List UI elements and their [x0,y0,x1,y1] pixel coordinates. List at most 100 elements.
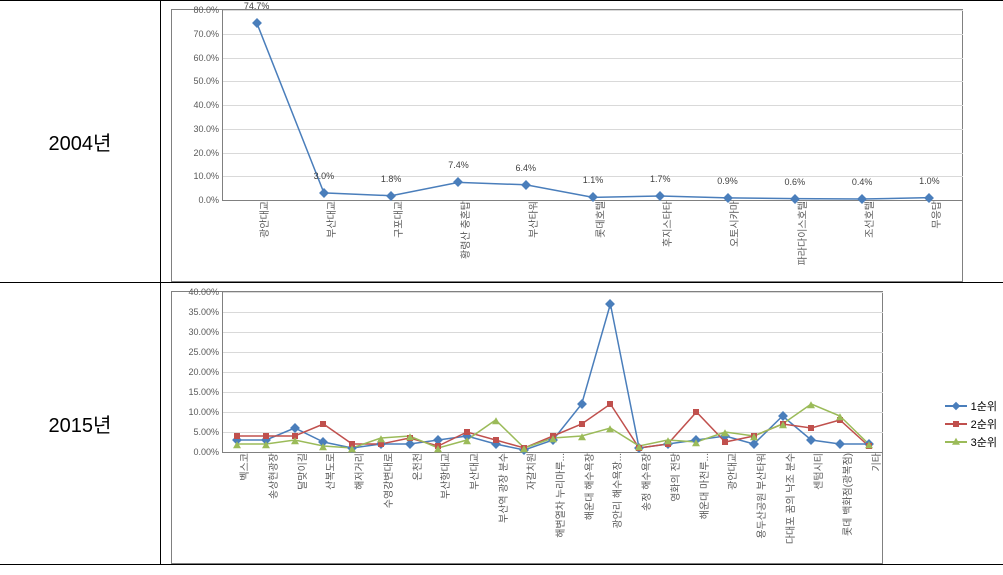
chart-2015-marker [779,421,787,428]
chart-2004-data-label: 0.4% [852,177,873,187]
chart-2015-marker [693,409,699,415]
chart-2015-ytick: 25.00% [188,347,223,357]
chart-2004-xlabel: 후지스타타 [626,201,693,281]
chart-2015-xlabel: 송상현광장 [251,453,280,563]
chart-2015-marker [635,443,643,450]
chart-2004-ytick: 30.0% [193,124,223,134]
chart-2015-ytick: 35.00% [188,307,223,317]
chart-2015-marker [836,413,844,420]
row-label-2004: 2004년 [0,1,161,282]
chart-2004: 0.0%10.0%20.0%30.0%40.0%50.0%60.0%70.0%8… [161,1,1003,282]
chart-2015-xlabel: 부산항대교 [423,453,452,563]
chart-2015-xlabel: 산복도로 [308,453,337,563]
chart-2004-ytick: 10.0% [193,171,223,181]
chart-2015-xlabel: 해저거리 [337,453,366,563]
chart-2004-data-label: 1.0% [919,176,940,186]
chart-2015-xlabel: 기타 [853,453,882,563]
chart-2015-marker [492,417,500,424]
chart-2015-marker [721,429,729,436]
chart-2015-xlabel: 센텀시티 [796,453,825,563]
chart-2004-xlabel: 구포대교 [357,201,424,281]
chart-2015-marker [664,437,672,444]
chart-2015-plot: 0.00%5.00%10.00%15.00%20.00%25.00%30.00%… [222,292,883,453]
chart-2015-marker [234,433,240,439]
legend-label: 2순위 [971,416,997,432]
comparison-table: 2004년 0.0%10.0%20.0%30.0%40.0%50.0%60.0%… [0,0,1003,565]
chart-2015-ytick: 10.00% [188,407,223,417]
chart-2015-xlabel: 달맞이길 [279,453,308,563]
chart-2004-xlabel: 황령산 충혼탑 [424,201,491,281]
chart-2015-ytick: 0.00% [193,447,223,457]
chart-2015-marker [865,441,873,448]
row-label-2015: 2015년 [0,283,161,564]
legend-swatch [945,423,967,425]
legend-item: 3순위 [945,434,997,450]
chart-2015-ytick: 15.00% [188,387,223,397]
chart-2015-ytick: 40.00% [188,287,223,297]
chart-2004-ytick: 60.0% [193,53,223,63]
chart-2004-ytick: 40.0% [193,100,223,110]
chart-2015-xlabel: 해변열차 누리마루... [538,453,567,563]
chart-2015-xlabel: 영화의 전당 [653,453,682,563]
chart-2015-marker [377,435,385,442]
chart-2004-xlabel: 오토시카마 [693,201,760,281]
chart-2015-xlabel: 부산대교 [452,453,481,563]
chart-2015-marker [579,421,585,427]
legend-label: 3순위 [971,434,997,450]
legend-swatch [945,441,967,443]
chart-2004-ytick: 80.0% [193,5,223,15]
chart-2004-ytick: 50.0% [193,76,223,86]
chart-2015-marker [808,425,814,431]
chart-2004-xlabel: 롯데호텔 [558,201,625,281]
chart-2004-ytick: 70.0% [193,29,223,39]
chart-2015-marker [464,429,470,435]
chart-2015-xlabel: 온천천 [394,453,423,563]
chart-2004-xlabel: 파라다이스호텔 [760,201,827,281]
chart-2015-marker [463,437,471,444]
chart-2015-marker [520,445,528,452]
chart-2004-data-label: 74.7% [244,1,270,11]
legend-label: 1순위 [971,398,997,414]
chart-2015-marker [750,433,758,440]
chart-2015-xlabel: 용두산공원 부산타워 [739,453,768,563]
chart-2015-ytick: 30.00% [188,327,223,337]
chart-2015-marker [262,441,270,448]
chart-2015-marker [319,443,327,450]
chart-2004-data-label: 1.1% [583,175,604,185]
chart-2015-marker [434,445,442,452]
chart-2015-marker [607,401,613,407]
row-2004: 2004년 0.0%10.0%20.0%30.0%40.0%50.0%60.0%… [0,1,1003,283]
chart-2004-data-label: 6.4% [515,163,536,173]
chart-2015-marker [291,437,299,444]
chart-2004-xlabel: 조선호텔 [827,201,894,281]
chart-2015-marker [722,439,728,445]
chart-2015-marker [233,441,241,448]
chart-2004-xlabel: 무응답 [895,201,962,281]
legend-swatch [945,405,967,407]
chart-2015-marker [692,439,700,446]
chart-2015-xlabel: 해운대 해수욕장 [566,453,595,563]
chart-2015-marker [807,401,815,408]
chart-2004-ytick: 0.0% [198,195,223,205]
chart-2015-marker [348,445,356,452]
chart-2015-ytick: 5.00% [193,427,223,437]
chart-2015-marker [606,425,614,432]
chart-2015-xlabel: 부산역 광장 분수 [480,453,509,563]
chart-2015-xlabel: 광안대교 [710,453,739,563]
chart-2015-xlabel: 자갈치원 [509,453,538,563]
chart-2015-xlabel: 다대포 꿈의 낙조 분수 [767,453,796,563]
row-2015: 2015년 0.00% 5.00% 10.00% 15.00% 20.00% 25.00%… [0,283,1003,564]
chart-2015: 0.00% 5.00% 10.00% 15.00% 20.00% 25.00% 30.00%… [161,283,1003,564]
chart-2015-marker [549,435,557,442]
chart-2004-xlabel: 광안대교 [222,201,289,281]
chart-2015-marker [406,433,414,440]
chart-2015-xlabel: 해운대 마천루... [681,453,710,563]
chart-2015-marker [493,437,499,443]
chart-2004-data-label: 1.7% [650,174,671,184]
chart-2015-marker [320,421,326,427]
chart-2015-marker [578,433,586,440]
chart-2015-xlabel: 광안리 해수욕장... [595,453,624,563]
legend-item: 1순위 [945,398,997,414]
chart-2004-data-label: 3.0% [314,171,335,181]
chart-2015-ytick: 20.00% [188,367,223,377]
